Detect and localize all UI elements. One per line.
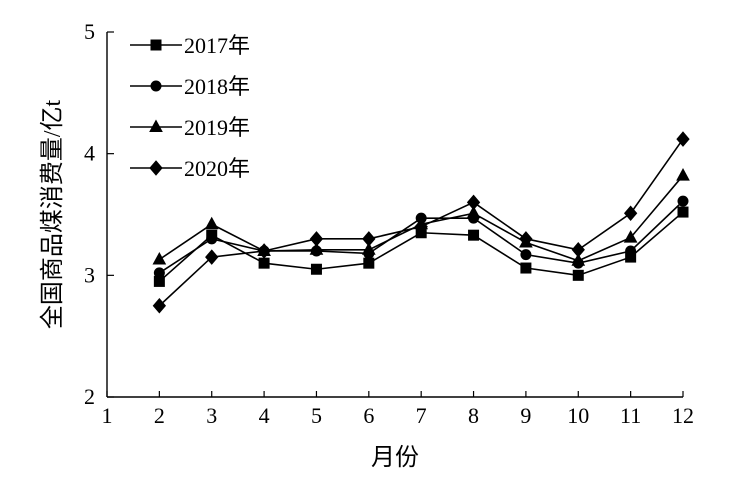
data-point-diamond	[571, 242, 585, 258]
x-axis-title: 月份	[371, 444, 419, 471]
series-diamond	[152, 131, 690, 314]
legend: 2017年 2018年 2019年 2020年	[130, 33, 250, 181]
data-point-triangle	[466, 205, 481, 219]
data-point-square	[310, 263, 322, 275]
data-point-diamond	[519, 231, 533, 247]
x-tick-label: 7	[416, 403, 427, 428]
x-tick-label: 3	[206, 403, 217, 428]
data-point-triangle	[623, 230, 638, 243]
data-point-diamond	[362, 231, 376, 247]
data-point-triangle	[361, 242, 376, 255]
data-point-diamond	[257, 243, 271, 259]
x-tick-label: 8	[468, 403, 479, 428]
x-tick-label: 1	[102, 403, 113, 428]
y-tick-label: 3	[84, 262, 95, 287]
x-tick-label: 6	[363, 403, 374, 428]
legend-item: 2019年	[130, 115, 250, 140]
legend-marker-circle	[150, 80, 162, 92]
x-tick-label: 11	[620, 403, 641, 428]
y-tick-label: 4	[84, 141, 95, 166]
legend-item: 2017年	[130, 33, 250, 58]
legend-label: 2020年	[184, 156, 250, 181]
x-ticks: 1 2 3 4 5 6 7 8 9 10 11 12	[102, 391, 694, 428]
legend-marker-diamond	[149, 160, 163, 176]
legend-marker-triangle	[149, 119, 163, 132]
data-point-square	[363, 257, 375, 269]
x-tick-label: 12	[672, 403, 694, 428]
data-point-circle	[625, 245, 637, 257]
y-ticks: 2 3 4 5	[84, 19, 114, 409]
data-point-triangle	[571, 253, 586, 266]
legend-label: 2018年	[184, 74, 250, 99]
data-point-diamond	[309, 231, 324, 247]
x-tick-label: 10	[567, 403, 589, 428]
series-group	[152, 131, 690, 314]
data-point-square	[572, 269, 584, 281]
y-tick-label: 5	[84, 19, 95, 44]
y-axis-title: 全国商品煤消费量/亿t	[39, 100, 66, 330]
data-point-diamond	[205, 249, 219, 265]
data-point-circle	[677, 195, 689, 207]
data-point-diamond	[152, 297, 167, 314]
data-point-diamond	[623, 205, 638, 222]
data-point-square	[520, 262, 532, 274]
legend-label: 2019年	[184, 115, 250, 140]
legend-marker-square	[150, 39, 162, 51]
x-tick-label: 9	[520, 403, 531, 428]
data-point-circle	[520, 249, 532, 261]
data-point-circle	[206, 233, 218, 245]
series-triangle	[152, 168, 690, 266]
data-point-circle	[153, 267, 165, 279]
legend-item: 2018年	[130, 74, 250, 99]
data-point-triangle	[152, 251, 167, 265]
data-point-triangle	[204, 216, 219, 230]
data-point-square	[468, 229, 480, 241]
axes	[106, 32, 683, 398]
x-tick-label: 5	[311, 403, 322, 428]
legend-label: 2017年	[184, 33, 250, 58]
data-point-diamond	[676, 131, 690, 147]
legend-item: 2020年	[130, 156, 250, 181]
y-tick-label: 2	[84, 384, 95, 409]
data-point-square	[677, 206, 689, 218]
x-tick-label: 2	[154, 403, 165, 428]
data-point-diamond	[414, 218, 428, 235]
x-tick-label: 4	[259, 403, 270, 428]
data-point-triangle	[676, 168, 690, 181]
data-point-triangle	[309, 242, 324, 255]
data-point-diamond	[466, 194, 481, 211]
data-point-square	[258, 257, 270, 269]
